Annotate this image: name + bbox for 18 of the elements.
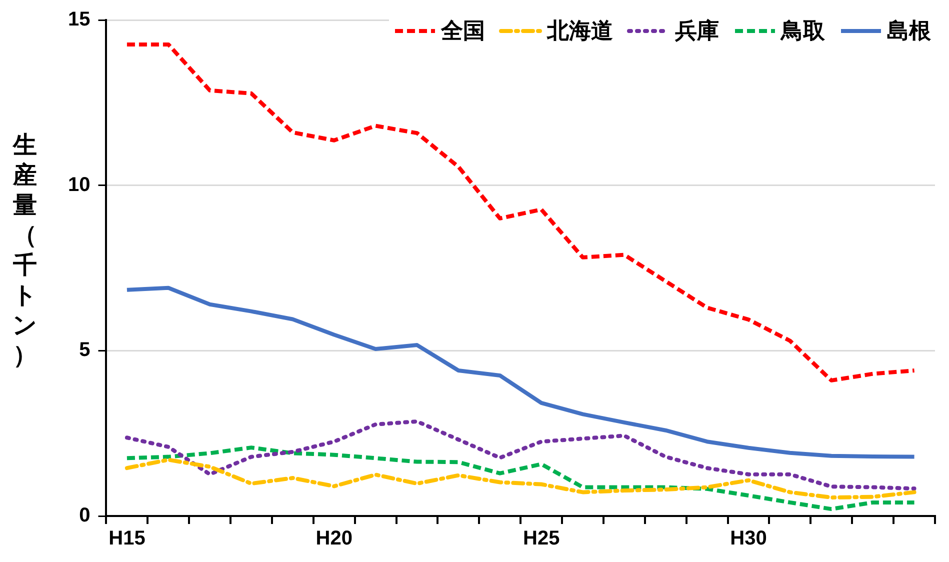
legend-label: 北海道 xyxy=(547,18,613,46)
line-series xyxy=(124,42,916,382)
legend-label: 島根 xyxy=(887,18,931,46)
legend-label: 鳥取 xyxy=(781,18,825,46)
line-series xyxy=(124,419,916,491)
legend-label: 兵庫 xyxy=(675,18,719,46)
x-tick-label: H25 xyxy=(522,528,560,550)
x-tick-label: H20 xyxy=(316,528,353,550)
x-tick-label: H15 xyxy=(108,528,146,550)
y-axis-title: 生産量（千トン） xyxy=(12,130,38,370)
line-series xyxy=(124,446,916,512)
y-tick-label: 15 xyxy=(68,8,90,31)
line-series xyxy=(124,458,916,500)
x-tick-label: H30 xyxy=(730,528,767,550)
y-tick-label: 5 xyxy=(79,339,90,362)
legend-label: 全国 xyxy=(441,18,485,46)
y-tick-label: 10 xyxy=(68,174,90,196)
y-tick-label: 0 xyxy=(79,504,90,527)
